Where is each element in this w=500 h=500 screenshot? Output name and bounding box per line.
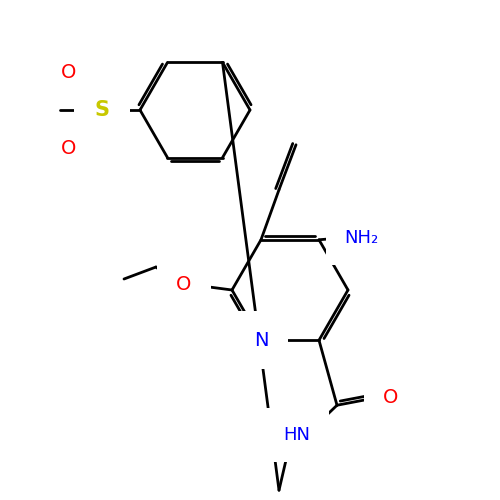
Text: O: O: [384, 388, 398, 406]
Text: S: S: [94, 100, 110, 120]
Text: N: N: [254, 330, 268, 349]
Text: O: O: [176, 276, 192, 294]
Text: HN: HN: [284, 426, 310, 444]
Text: O: O: [62, 62, 76, 82]
Text: O: O: [62, 138, 76, 158]
Text: NH₂: NH₂: [344, 229, 378, 247]
